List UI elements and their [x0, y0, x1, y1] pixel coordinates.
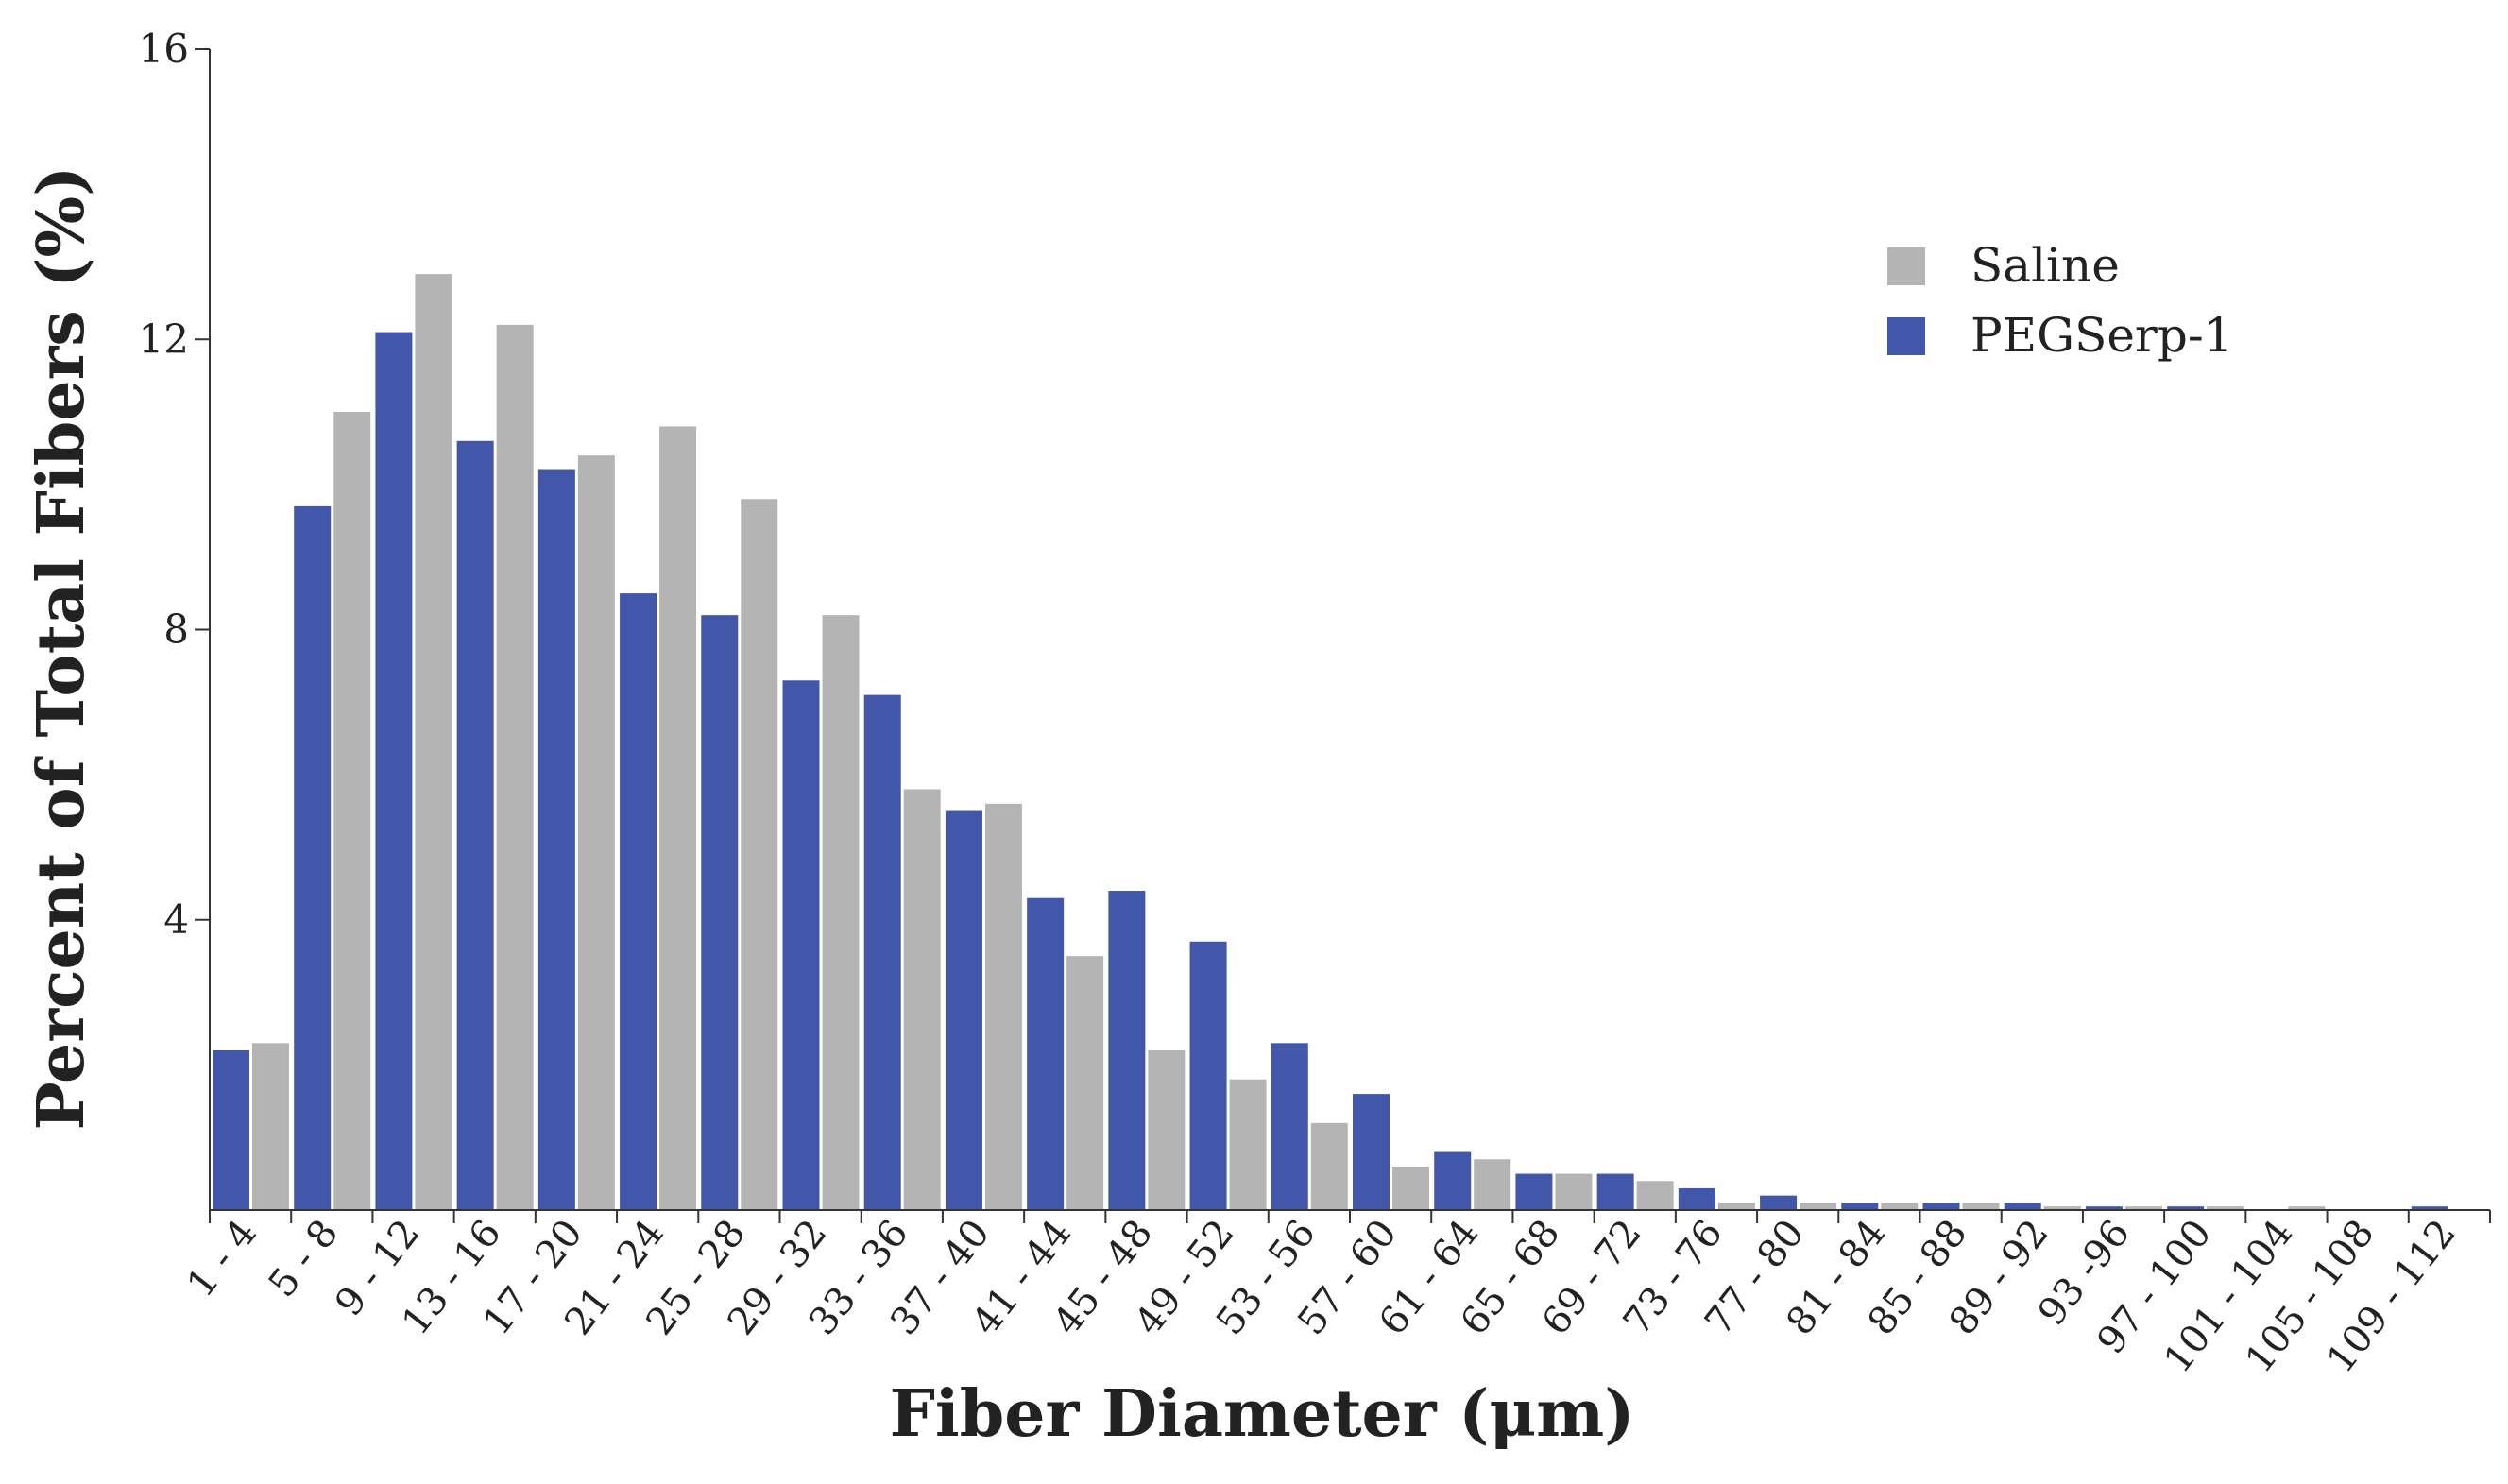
legend-label-pegserp-1: PEGSerp-1 [1971, 308, 2234, 363]
bar-saline-7 [822, 615, 860, 1210]
bar-pegserp-1-9 [945, 810, 982, 1210]
y-tick-label: 4 [163, 896, 189, 943]
bar-pegserp-1-27 [2411, 1206, 2448, 1210]
y-axis-title: Percent of Total Fibers (%) [24, 166, 99, 1131]
x-axis-title: Fiber Diameter (μm) [890, 1376, 1635, 1452]
bar-pegserp-1-20 [1841, 1203, 1879, 1210]
bar-saline-14 [1392, 1166, 1429, 1210]
bar-pegserp-1-11 [1108, 891, 1146, 1210]
bar-saline-6 [741, 499, 778, 1210]
bar-saline-1 [333, 412, 371, 1210]
bars-layer [213, 274, 2448, 1211]
legend-label-saline: Saline [1971, 238, 2120, 293]
bar-pegserp-1-14 [1353, 1094, 1390, 1210]
x-tick-label: 1 - 4 [179, 1212, 265, 1305]
bar-pegserp-1-16 [1515, 1173, 1553, 1210]
bar-saline-13 [1310, 1122, 1348, 1210]
bar-pegserp-1-12 [1189, 941, 1227, 1210]
bar-pegserp-1-7 [782, 680, 820, 1210]
bar-saline-20 [1881, 1203, 1919, 1210]
bar-saline-9 [984, 803, 1022, 1210]
bar-saline-10 [1066, 956, 1104, 1210]
bar-pegserp-1-1 [294, 505, 332, 1210]
bar-saline-12 [1229, 1079, 1267, 1210]
bar-saline-8 [903, 789, 941, 1210]
legend-swatch-pegserp-1 [1887, 317, 1925, 355]
bar-saline-21 [1962, 1203, 2000, 1210]
bar-pegserp-1-18 [1678, 1187, 1715, 1210]
bar-pegserp-1-19 [1760, 1195, 1798, 1210]
bar-pegserp-1-23 [2085, 1206, 2123, 1210]
bar-saline-11 [1148, 1050, 1186, 1210]
bar-pegserp-1-24 [2167, 1206, 2205, 1210]
bar-saline-3 [496, 324, 534, 1210]
bar-saline-15 [1474, 1159, 1511, 1210]
bar-pegserp-1-8 [863, 694, 901, 1210]
y-tick-label: 12 [139, 316, 189, 362]
bar-pegserp-1-17 [1596, 1173, 1634, 1210]
bar-saline-19 [1800, 1203, 1837, 1210]
bar-pegserp-1-5 [620, 593, 657, 1210]
bar-saline-2 [415, 274, 452, 1210]
bar-saline-18 [1717, 1203, 1755, 1210]
bar-pegserp-1-6 [701, 615, 739, 1210]
bar-pegserp-1-13 [1271, 1043, 1308, 1210]
bar-saline-4 [577, 455, 615, 1210]
bar-pegserp-1-21 [1922, 1203, 1960, 1210]
bar-saline-17 [1636, 1181, 1674, 1210]
bar-saline-24 [2207, 1206, 2244, 1210]
bar-pegserp-1-0 [213, 1050, 249, 1210]
bar-pegserp-1-3 [456, 440, 494, 1211]
y-tick-label: 8 [163, 606, 189, 653]
bar-saline-23 [2124, 1206, 2162, 1210]
y-tick-label: 16 [139, 26, 189, 72]
bar-pegserp-1-4 [537, 469, 575, 1210]
bar-pegserp-1-10 [1027, 897, 1065, 1210]
bar-saline-0 [252, 1043, 289, 1210]
legend: Saline PEGSerp-1 [1887, 238, 2234, 363]
bar-pegserp-1-22 [2004, 1203, 2041, 1210]
bar-pegserp-1-2 [375, 332, 413, 1211]
bar-saline-16 [1555, 1173, 1593, 1210]
legend-swatch-saline [1887, 247, 1925, 285]
bar-saline-22 [2043, 1206, 2081, 1210]
bar-saline-5 [659, 426, 697, 1210]
bar-saline-25 [2288, 1206, 2326, 1210]
bar-pegserp-1-15 [1434, 1151, 1472, 1210]
